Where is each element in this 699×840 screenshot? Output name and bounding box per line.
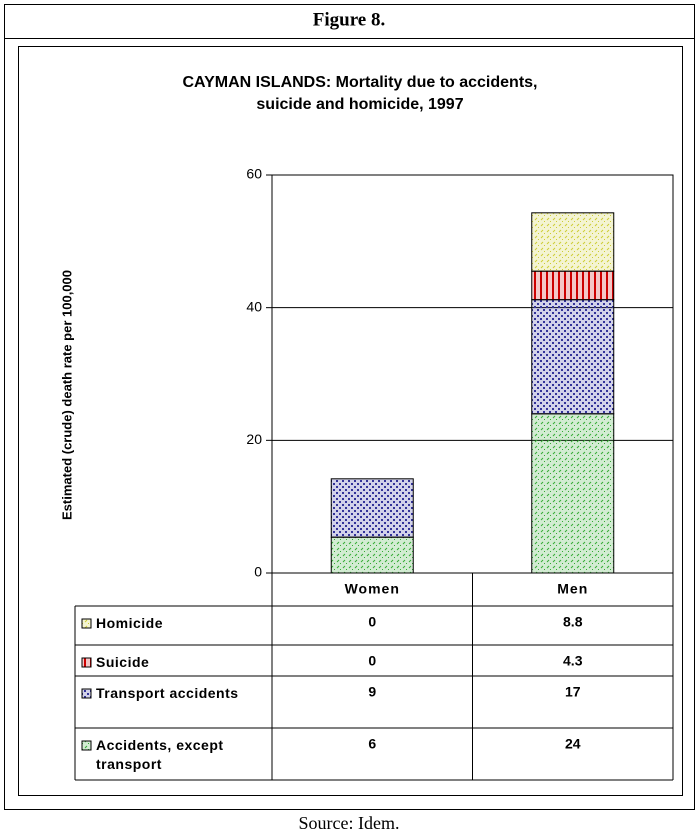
legend-swatch	[81, 740, 92, 751]
value-label: 17	[565, 684, 581, 700]
bar-segment	[531, 270, 615, 301]
value-label: 6	[368, 736, 376, 752]
value-label: 9	[368, 684, 376, 700]
legend-label: Accidents, except transport	[96, 737, 224, 772]
y-tick-label: 60	[246, 166, 262, 182]
legend-label: Transport accidents	[96, 685, 239, 701]
source: Source: Idem.	[299, 813, 400, 833]
value-label: 4.3	[563, 653, 583, 669]
y-tick-label: 0	[254, 564, 262, 580]
legend-label: Suicide	[96, 654, 150, 670]
x-tick-label: Men	[557, 581, 588, 597]
bar-segment	[531, 413, 615, 574]
frame	[4, 4, 695, 810]
x-tick-label: Women	[345, 581, 400, 597]
value-label: 8.8	[563, 614, 583, 630]
bar-segment	[330, 478, 414, 538]
legend-label: Homicide	[96, 615, 164, 631]
y-axis-label: Estimated (crude) death rate per 100,000	[59, 270, 74, 520]
header: Figure 8.	[313, 9, 385, 30]
y-tick-label: 40	[246, 298, 262, 314]
value-label: 0	[368, 614, 376, 630]
bar-segment	[330, 536, 414, 574]
legend-swatch	[81, 657, 92, 668]
legend-swatch	[81, 618, 92, 629]
chart-frame	[18, 46, 683, 796]
chart-title: CAYMAN ISLANDS: Mortality due to acciden…	[182, 74, 538, 113]
y-tick-label: 20	[246, 431, 262, 447]
value-label: 24	[565, 736, 581, 752]
value-label: 0	[368, 653, 376, 669]
legend-swatch	[81, 688, 92, 699]
bar-segment	[531, 212, 615, 272]
bar-segment	[531, 299, 615, 415]
